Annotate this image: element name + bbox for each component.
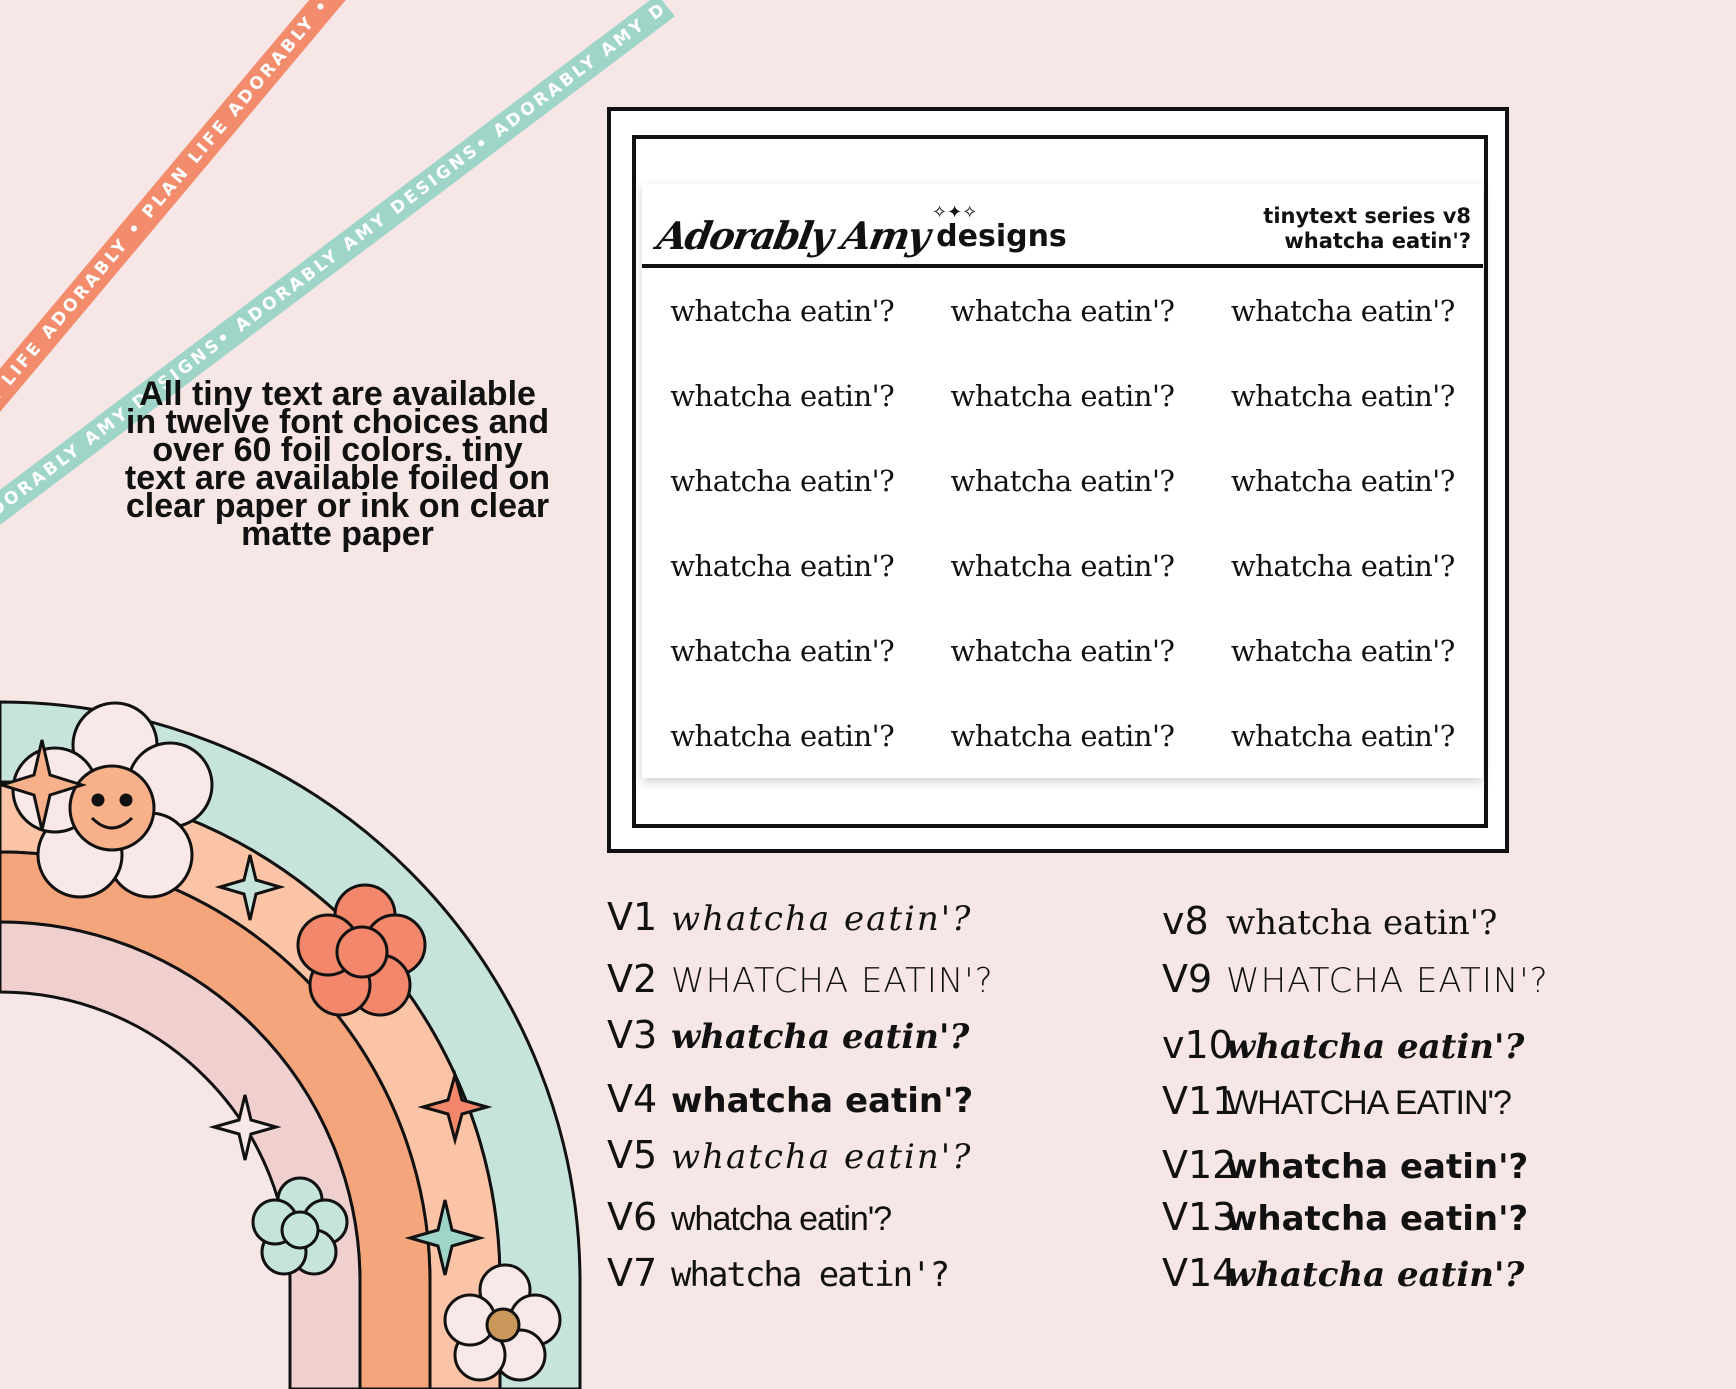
version-sample: whatcha eatin'? bbox=[671, 1081, 974, 1121]
font-version-row: V9 whatcha eatin'? bbox=[1162, 957, 1549, 1001]
version-label: V2 bbox=[607, 957, 658, 1001]
version-sample: WHATCHA EATIN'? bbox=[1226, 1084, 1512, 1122]
rainbow-illustration bbox=[0, 700, 582, 1389]
font-version-row: V13 whatcha eatin'? bbox=[1162, 1195, 1528, 1239]
info-line: over 60 foil colors. tiny bbox=[152, 431, 523, 469]
version-sample: whatcha eatin'? bbox=[671, 961, 994, 1001]
sticker-cell: whatcha eatin'? bbox=[670, 548, 895, 583]
info-line: in twelve font choices and bbox=[125, 403, 550, 441]
sticker-cell: whatcha eatin'? bbox=[670, 718, 895, 753]
font-version-row: V2 whatcha eatin'? bbox=[607, 957, 994, 1001]
white-flower-icon bbox=[443, 1263, 562, 1382]
sticker-cell: whatcha eatin'? bbox=[950, 718, 1175, 753]
version-label: V9 bbox=[1162, 957, 1213, 1001]
sparkle-icon: ✧✦✧ bbox=[932, 202, 978, 223]
version-label: V11 bbox=[1162, 1079, 1237, 1123]
version-sample: whatcha eatin'? bbox=[1226, 1199, 1529, 1239]
sparkle-icons bbox=[0, 739, 493, 1276]
sticker-cell: whatcha eatin'? bbox=[1230, 378, 1455, 413]
info-text: All tiny text are available in twelve fo… bbox=[105, 375, 570, 553]
version-label: V7 bbox=[607, 1251, 658, 1295]
sticker-cell: whatcha eatin'? bbox=[670, 378, 895, 413]
info-line: clear paper or ink on clear bbox=[125, 487, 550, 525]
sticker-cell: whatcha eatin'? bbox=[1230, 463, 1455, 498]
teal-flower-icon bbox=[251, 1176, 349, 1276]
font-version-row: V6 whatcha eatin'? bbox=[607, 1195, 892, 1239]
font-version-row: v8 whatcha eatin'? bbox=[1162, 899, 1497, 943]
info-line: text are available foiled on bbox=[124, 459, 551, 497]
version-sample: whatcha eatin'? bbox=[1226, 961, 1549, 1001]
divider bbox=[642, 264, 1483, 268]
series-title: tinytext series v8 whatcha eatin'? bbox=[1263, 204, 1471, 254]
series-line: tinytext series v8 bbox=[1263, 204, 1471, 228]
version-label: v10 bbox=[1162, 1023, 1233, 1067]
version-sample: whatcha eatin'? bbox=[1226, 903, 1498, 943]
version-sample: whatcha eatin'? bbox=[671, 899, 973, 939]
sticker-cell: whatcha eatin'? bbox=[670, 463, 895, 498]
sticker-cell: whatcha eatin'? bbox=[1230, 548, 1455, 583]
font-version-row: V5 whatcha eatin'? bbox=[607, 1133, 972, 1177]
version-sample: whatcha eatin'? bbox=[1226, 1147, 1529, 1187]
brand-script: Adorably Amy bbox=[654, 213, 933, 258]
version-label: V12 bbox=[1162, 1143, 1237, 1187]
sticker-cell: whatcha eatin'? bbox=[950, 548, 1175, 583]
font-version-row: V7 whatcha eatin'? bbox=[607, 1251, 950, 1295]
sticker-cell: whatcha eatin'? bbox=[950, 633, 1175, 668]
sticker-cell: whatcha eatin'? bbox=[670, 293, 895, 328]
sticker-cell: whatcha eatin'? bbox=[1230, 293, 1455, 328]
sticker-sheet: Adorably Amy designs ✧✦✧ tinytext series… bbox=[642, 184, 1483, 778]
version-sample: whatcha eatin'? bbox=[671, 1137, 973, 1177]
version-label: V13 bbox=[1162, 1195, 1237, 1239]
info-line: matte paper bbox=[241, 515, 434, 553]
sticker-cell: whatcha eatin'? bbox=[950, 463, 1175, 498]
sticker-cell: whatcha eatin'? bbox=[1230, 718, 1455, 753]
brand-word: designs bbox=[936, 219, 1067, 254]
sticker-cell: whatcha eatin'? bbox=[1230, 633, 1455, 668]
version-sample: whatcha eatin'? bbox=[671, 1017, 970, 1057]
series-line: whatcha eatin'? bbox=[1284, 229, 1471, 253]
font-version-row: V14 whatcha eatin'? bbox=[1162, 1251, 1524, 1295]
version-sample: whatcha eatin'? bbox=[1226, 1027, 1525, 1067]
version-label: V4 bbox=[607, 1077, 658, 1121]
version-sample: whatcha eatin'? bbox=[671, 1200, 892, 1238]
font-version-row: V12 whatcha eatin'? bbox=[1162, 1143, 1528, 1187]
sticker-cell: whatcha eatin'? bbox=[950, 293, 1175, 328]
orange-flower-icon bbox=[296, 883, 427, 1017]
version-label: V14 bbox=[1162, 1251, 1237, 1295]
font-version-row: V1 whatcha eatin'? bbox=[607, 895, 972, 939]
sticker-cell: whatcha eatin'? bbox=[670, 633, 895, 668]
version-label: v8 bbox=[1162, 899, 1209, 943]
info-line: All tiny text are available bbox=[139, 375, 536, 413]
sticker-grid: whatcha eatin'? whatcha eatin'? whatcha ea… bbox=[642, 268, 1483, 778]
version-label: V3 bbox=[607, 1013, 658, 1057]
sticker-cell: whatcha eatin'? bbox=[950, 378, 1175, 413]
font-version-row: V11 WHATCHA EATIN'? bbox=[1162, 1079, 1512, 1123]
version-label: V6 bbox=[607, 1195, 658, 1239]
version-label: V5 bbox=[607, 1133, 658, 1177]
brand-logo: Adorably Amy designs bbox=[654, 198, 1067, 258]
version-sample: whatcha eatin'? bbox=[1226, 1255, 1525, 1295]
font-version-row: V4 whatcha eatin'? bbox=[607, 1077, 973, 1121]
version-label: V1 bbox=[607, 895, 658, 939]
font-version-row: V3 whatcha eatin'? bbox=[607, 1013, 969, 1057]
version-sample: whatcha eatin'? bbox=[671, 1255, 950, 1295]
font-version-row: v10 whatcha eatin'? bbox=[1162, 1023, 1524, 1067]
